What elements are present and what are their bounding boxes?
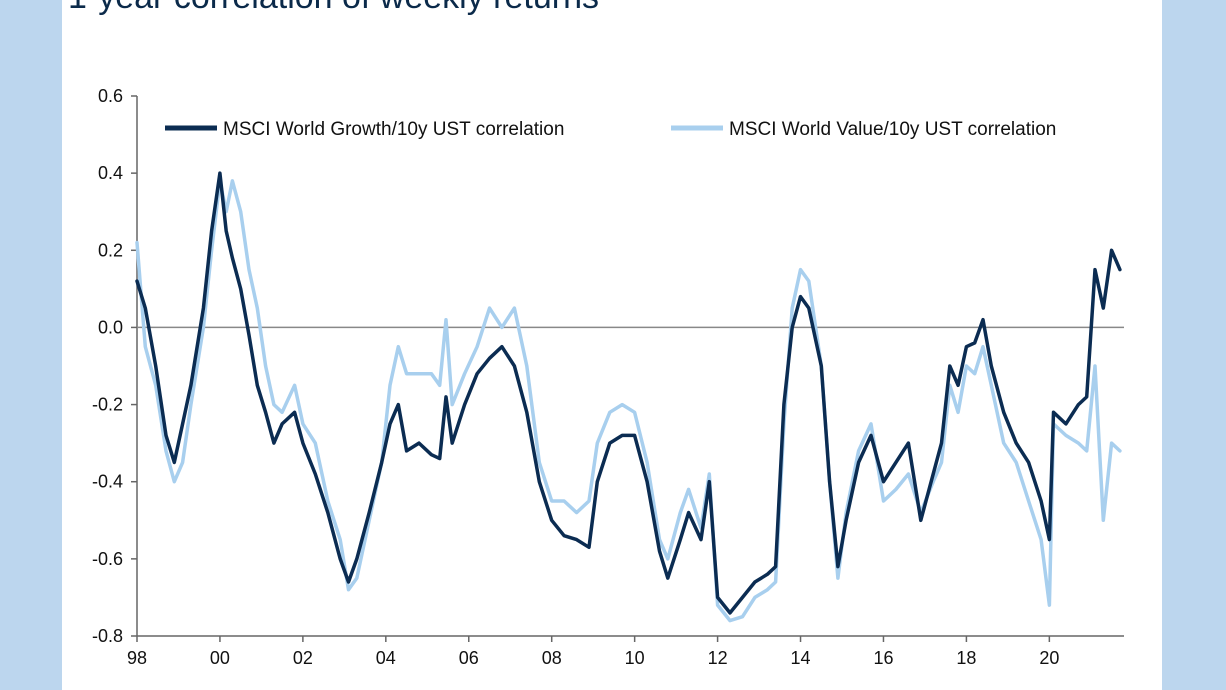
legend: MSCI World Growth/10y UST correlation MSC… <box>165 119 1056 140</box>
y-tick-label: 0.0 <box>98 317 123 337</box>
x-tick-label: 02 <box>293 648 313 668</box>
series-line-value <box>135 179 1122 623</box>
x-tick-label: 00 <box>210 648 230 668</box>
legend-growth-label: MSCI World Growth/10y UST correlation <box>223 119 564 140</box>
correlation-line-chart: 0.6 0.4 0.2 0.0 -0.2 -0.4 -0.6 -0.898 00 02 04 06 08… <box>92 86 1124 668</box>
x-tick-label: 04 <box>376 648 396 668</box>
x-tick-label: 08 <box>542 648 562 668</box>
x-tick-label: 06 <box>459 648 479 668</box>
y-tick-label: 0.6 <box>98 86 123 106</box>
y-tick-label: -0.4 <box>92 472 123 492</box>
y-tick-label: -0.8 <box>92 626 123 646</box>
x-tick-label: 20 <box>1039 648 1059 668</box>
x-tick-label: 16 <box>873 648 893 668</box>
series-line-growth <box>135 171 1122 615</box>
y-tick-label: 0.4 <box>98 163 123 183</box>
axes: 0.6 0.4 0.2 0.0 -0.2 -0.4 -0.6 -0.898 00 02 04 06 08… <box>92 86 1124 668</box>
chart-title: 1-year correlation of weekly returns <box>68 0 599 17</box>
chart-panel: 1-year correlation of weekly returns 0.6… <box>62 0 1162 690</box>
y-tick-label: -0.6 <box>92 549 123 569</box>
x-tick-label: 98 <box>127 648 147 668</box>
y-tick-label: -0.2 <box>92 395 123 415</box>
x-tick-label: 18 <box>956 648 976 668</box>
x-tick-label: 14 <box>791 648 811 668</box>
x-tick-label: 10 <box>625 648 645 668</box>
x-tick-label: 12 <box>708 648 728 668</box>
legend-value-label: MSCI World Value/10y UST correlation <box>729 119 1056 140</box>
y-tick-label: 0.2 <box>98 240 123 260</box>
series-lines <box>135 171 1122 623</box>
